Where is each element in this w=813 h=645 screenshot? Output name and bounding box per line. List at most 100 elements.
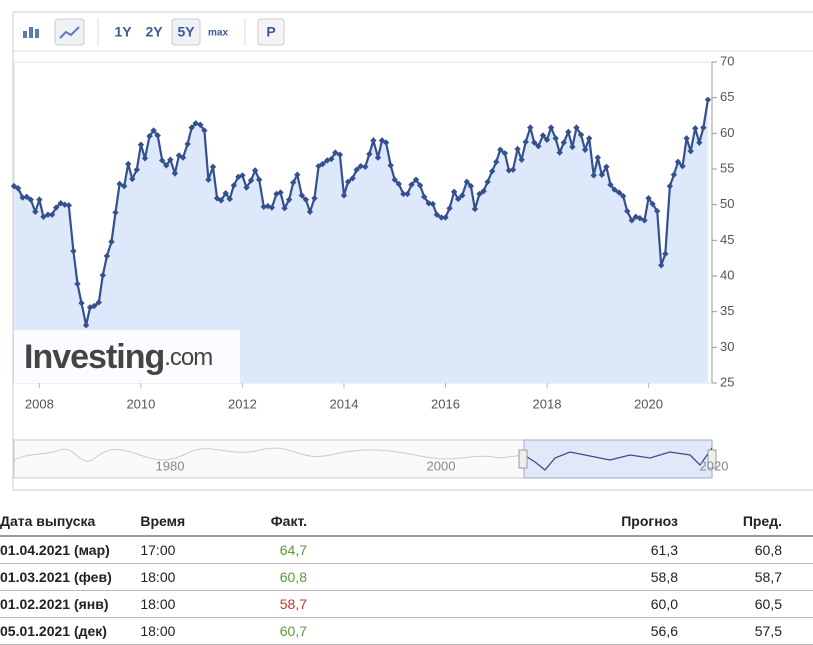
point-marker <box>662 250 669 258</box>
table-cell: 60,7 <box>196 617 560 645</box>
table-cell: 57,5 <box>678 617 813 645</box>
table-cell: 60,8 <box>196 563 560 591</box>
point-marker <box>294 171 301 178</box>
point-marker <box>459 192 466 199</box>
point-marker <box>108 238 115 245</box>
navigator[interactable]: 1980 2000 2020 <box>13 439 728 479</box>
header-cell: Прогноз <box>560 507 678 537</box>
point-marker <box>514 145 521 153</box>
point-marker <box>40 213 47 220</box>
point-marker <box>91 302 98 310</box>
header-cell: Пред. <box>678 507 813 537</box>
y-tick-label: 30 <box>720 339 734 354</box>
point-marker <box>535 142 542 150</box>
point-marker <box>48 211 56 218</box>
table-row: 01.03.2021 (фев) 18:00 60,8 58,8 58,7 <box>0 563 813 591</box>
watermark-brand: Investing.com <box>24 338 212 376</box>
point-marker <box>552 135 559 142</box>
point-marker <box>628 217 635 224</box>
point-marker <box>302 196 310 203</box>
x-tick-label: 2018 <box>533 396 562 411</box>
point-marker <box>547 124 555 131</box>
point-marker <box>243 184 250 191</box>
point-marker <box>400 190 407 198</box>
point-marker <box>670 171 678 178</box>
header-cell: Дата выпуска <box>0 507 141 537</box>
x-tick-label: 2012 <box>228 396 257 411</box>
point-marker <box>370 137 377 144</box>
navigator-selection[interactable] <box>523 439 713 479</box>
area <box>14 99 708 384</box>
point-marker <box>201 127 208 134</box>
y-tick-label: 50 <box>720 196 734 211</box>
point-marker <box>103 252 111 260</box>
point-marker <box>501 150 509 157</box>
point-marker <box>382 139 390 146</box>
point-marker <box>488 167 496 175</box>
p-button-bg <box>257 18 285 46</box>
point-marker <box>590 172 597 179</box>
point-marker <box>120 182 128 190</box>
table-row: 05.01.2021 (дек) 18:00 60,7 56,6 57,5 <box>0 617 813 645</box>
point-marker <box>527 124 534 131</box>
range-button[interactable]: 5Y <box>177 24 195 40</box>
point-marker <box>573 124 580 131</box>
point-marker <box>446 205 453 212</box>
table-row: 01.02.2021 (янв) 18:00 58,7 60,0 60,5 <box>0 590 813 618</box>
point-marker <box>222 190 229 197</box>
point-marker <box>433 211 441 218</box>
point-marker <box>683 135 690 142</box>
point-marker <box>442 214 449 221</box>
p-button[interactable]: P <box>266 24 275 40</box>
point-marker <box>290 179 297 186</box>
table-cell: 56,6 <box>560 617 678 645</box>
line-chart-button[interactable] <box>54 18 85 46</box>
y-tick-label: 70 <box>720 53 734 68</box>
y-tick-label: 40 <box>720 267 734 282</box>
point-marker <box>251 167 259 174</box>
point-marker <box>704 96 712 104</box>
navigator-handle[interactable] <box>707 449 717 469</box>
point-marker <box>239 172 246 179</box>
point-marker <box>146 132 153 140</box>
point-marker <box>328 155 335 163</box>
x-tick-label: 2010 <box>126 396 155 411</box>
point-marker <box>332 149 339 156</box>
navigator-label: 1980 <box>156 458 185 473</box>
point-marker <box>658 262 665 269</box>
range-button[interactable]: 2Y <box>145 24 163 40</box>
point-marker <box>19 194 26 201</box>
range-button[interactable]: 1Y <box>114 24 132 40</box>
point-marker <box>340 192 348 199</box>
point-marker <box>179 154 187 161</box>
point-marker <box>255 176 263 183</box>
point-marker <box>438 214 445 221</box>
watermark-brand-text: Investing <box>24 338 164 376</box>
point-marker <box>569 143 576 151</box>
point-marker <box>636 215 644 222</box>
point-marker <box>74 280 81 288</box>
table-cell: 05.01.2021 (дек) <box>0 617 141 645</box>
point-marker <box>450 188 458 196</box>
point-marker <box>577 131 585 138</box>
point-marker <box>645 195 652 202</box>
navigator-history <box>13 447 525 462</box>
point-marker <box>416 182 424 189</box>
point-marker <box>226 195 233 203</box>
point-marker <box>78 299 85 307</box>
point-marker <box>607 181 614 188</box>
table-body: 01.04.2021 (мар) 17:00 64,7 61,3 60,8 01.03.2… <box>0 536 813 645</box>
header-cell: Факт. <box>196 507 560 537</box>
point-marker <box>336 151 344 158</box>
range-button[interactable]: max <box>208 28 228 39</box>
point-marker <box>112 209 119 216</box>
table-cell: 18:00 <box>140 563 197 591</box>
watermark-bg <box>14 330 240 383</box>
navigator-handle[interactable] <box>518 449 528 469</box>
point-marker <box>141 155 149 162</box>
point-marker <box>531 139 538 146</box>
bar-chart-icon[interactable] <box>23 27 39 38</box>
point-marker <box>184 140 191 148</box>
point-marker <box>205 176 212 183</box>
point-marker <box>387 162 394 169</box>
